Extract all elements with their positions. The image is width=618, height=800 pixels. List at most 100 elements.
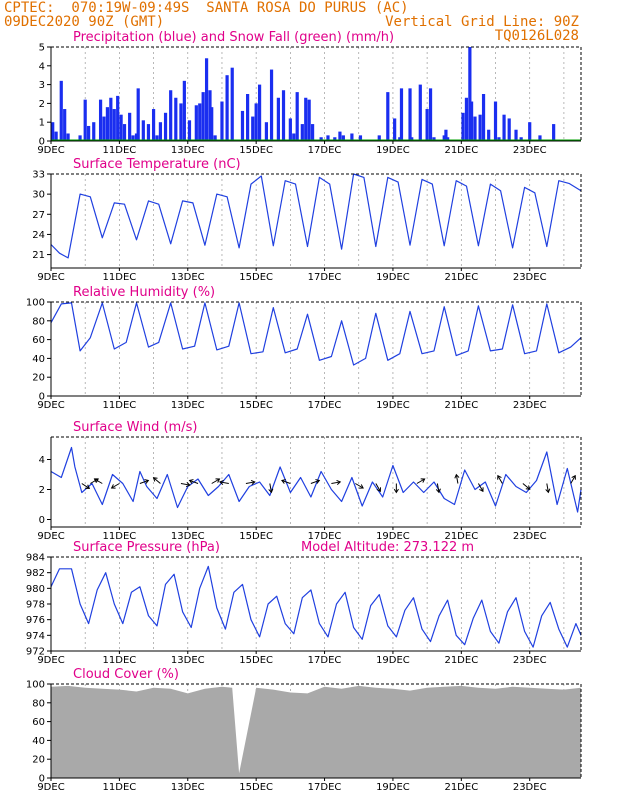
precip-bar <box>468 47 472 141</box>
x-tick-label: 11DEC <box>103 655 137 666</box>
x-tick-label: 11DEC <box>103 272 137 283</box>
wind-arrow-head <box>376 487 382 493</box>
wind-arrow-head <box>393 488 399 494</box>
wind-arrow-head <box>545 488 551 494</box>
x-tick-label: 19DEC <box>376 782 410 793</box>
x-tick-label: 11DEC <box>103 145 137 156</box>
wind-arrow-head <box>479 487 484 493</box>
x-tick-label: 17DEC <box>308 531 342 542</box>
precip-bar <box>281 90 286 141</box>
y-tick-label: 80 <box>32 698 45 709</box>
precip-bar <box>493 101 498 141</box>
precip-bar <box>83 99 87 141</box>
x-tick-label: 21DEC <box>444 400 478 411</box>
precip-bar <box>254 103 258 141</box>
wind-arrow <box>245 481 255 484</box>
wind-arrow-head <box>420 478 426 483</box>
wind-arrow-head <box>188 479 194 484</box>
y-tick-label: 24 <box>32 230 45 241</box>
precip-bar <box>169 90 173 141</box>
wind-arrow <box>81 483 90 489</box>
x-tick-label: 21DEC <box>444 655 478 666</box>
precip-bar <box>408 88 412 141</box>
precip-bar <box>333 137 337 141</box>
humidity-series-line <box>50 302 582 366</box>
precip-bar <box>78 135 82 141</box>
precip-bar <box>105 107 110 141</box>
precip-bar <box>128 112 132 141</box>
cloud-cover-area <box>51 685 581 778</box>
x-tick-label: 13DEC <box>171 782 205 793</box>
wind-arrow <box>180 483 190 486</box>
x-tick-label: 21DEC <box>444 531 478 542</box>
wind-arrow <box>281 479 291 484</box>
panel-title: Surface Pressure (hPa) <box>73 540 220 555</box>
precip-bar <box>257 84 262 141</box>
precip-bar <box>155 135 159 141</box>
precip-bar <box>428 88 433 141</box>
y-tick-label: 21 <box>32 250 45 261</box>
precip-bar <box>151 109 156 141</box>
precip-bar <box>87 125 91 141</box>
y-tick-label: 60 <box>32 717 45 728</box>
panel-title: Cloud Cover (%) <box>73 667 179 682</box>
precip-bar <box>66 133 70 141</box>
x-tick-label: 9DEC <box>37 400 64 411</box>
y-tick-label: 100 <box>26 680 45 691</box>
y-tick-label: 27 <box>32 210 45 221</box>
precip-bar <box>487 129 491 141</box>
precip-bar <box>163 112 168 141</box>
wind-arrow <box>189 479 199 484</box>
wind-arrow <box>522 483 531 490</box>
header-run-time: 09DEC2020 90Z (GMT) <box>4 14 165 30</box>
precip-bar <box>210 107 214 141</box>
y-tick-label: 40 <box>32 354 45 365</box>
x-tick-label: 17DEC <box>308 272 342 283</box>
precip-bar <box>146 124 151 141</box>
x-tick-label: 19DEC <box>376 145 410 156</box>
x-tick-label: 15DEC <box>239 145 273 156</box>
wind-arrow-head <box>85 484 91 489</box>
x-tick-label: 13DEC <box>171 272 205 283</box>
wind-arrow <box>375 483 381 492</box>
precip-bar <box>432 137 436 141</box>
x-tick-label: 23DEC <box>513 400 547 411</box>
x-tick-label: 15DEC <box>239 782 273 793</box>
precip-bar <box>398 137 402 141</box>
precip-bar <box>220 101 224 141</box>
precip-bar <box>213 135 217 141</box>
precip-bar <box>514 129 518 141</box>
y-tick-label: 2 <box>39 485 45 496</box>
wind-arrow-head <box>268 488 274 494</box>
y-tick-label: 3 <box>39 80 45 91</box>
precip-bar <box>102 116 106 141</box>
wind-arrow-head <box>435 488 441 494</box>
wind-arrow-head <box>110 484 116 489</box>
wind-arrow <box>153 477 161 484</box>
precip-bar <box>122 124 127 141</box>
header-model-id: TQ0126L028 <box>494 28 579 44</box>
precip-bar <box>204 58 209 141</box>
precip-bar <box>519 137 523 141</box>
x-tick-label: 11DEC <box>103 782 137 793</box>
precip-bar <box>478 114 482 141</box>
precip-bar <box>54 131 58 141</box>
x-tick-label: 15DEC <box>239 400 273 411</box>
wind-arrow-head <box>93 478 99 483</box>
wind-arrow-head <box>281 479 286 484</box>
x-tick-label: 9DEC <box>37 782 64 793</box>
panel-title: Relative Humidity (%) <box>73 285 215 300</box>
precip-bar <box>116 95 120 141</box>
pressure-series-line <box>50 565 582 648</box>
header-grid-line: Vertical Grid Line: 90Z <box>385 14 579 30</box>
x-tick-label: 21DEC <box>444 272 478 283</box>
precip-bar <box>425 109 429 141</box>
wind-arrow <box>211 478 220 484</box>
x-tick-label: 15DEC <box>239 272 273 283</box>
precip-bar <box>240 110 245 141</box>
precip-bar <box>358 135 363 141</box>
y-tick-label: 984 <box>26 553 45 564</box>
y-tick-label: 5 <box>39 43 45 54</box>
x-tick-label: 17DEC <box>308 400 342 411</box>
wind-arrow-head <box>144 479 150 484</box>
